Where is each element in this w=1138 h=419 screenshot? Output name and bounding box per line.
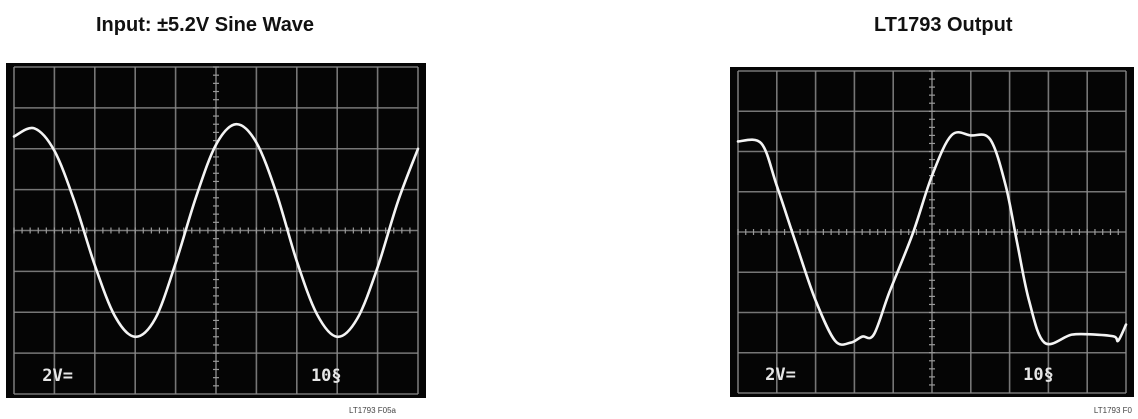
output-scope-screen: 2V= 10§ <box>730 67 1134 397</box>
scope-0-volts-readout: 2V= <box>42 366 73 386</box>
scope-0-svg: 2V= 10§ <box>12 66 420 395</box>
input-figure-id: LT1793 F05a <box>349 406 396 415</box>
scope-0-trace <box>12 122 420 339</box>
input-scope-screen: 2V= 10§ <box>6 63 426 398</box>
scope-1-graticule <box>737 70 1127 394</box>
input-chart-title: Input: ±5.2V Sine Wave <box>96 14 315 36</box>
scope-1-svg: 2V= 10§ <box>736 70 1128 394</box>
scope-1-time-readout: 10§ <box>1023 365 1054 385</box>
scope-0-time-readout: 10§ <box>311 366 342 386</box>
scope-0-graticule <box>13 66 419 395</box>
scope-1-trace <box>736 130 1128 346</box>
output-chart-title: LT1793 Output <box>874 14 1013 36</box>
output-figure-id: LT1793 F0 <box>1093 406 1132 415</box>
scope-1-volts-readout: 2V= <box>765 365 796 385</box>
